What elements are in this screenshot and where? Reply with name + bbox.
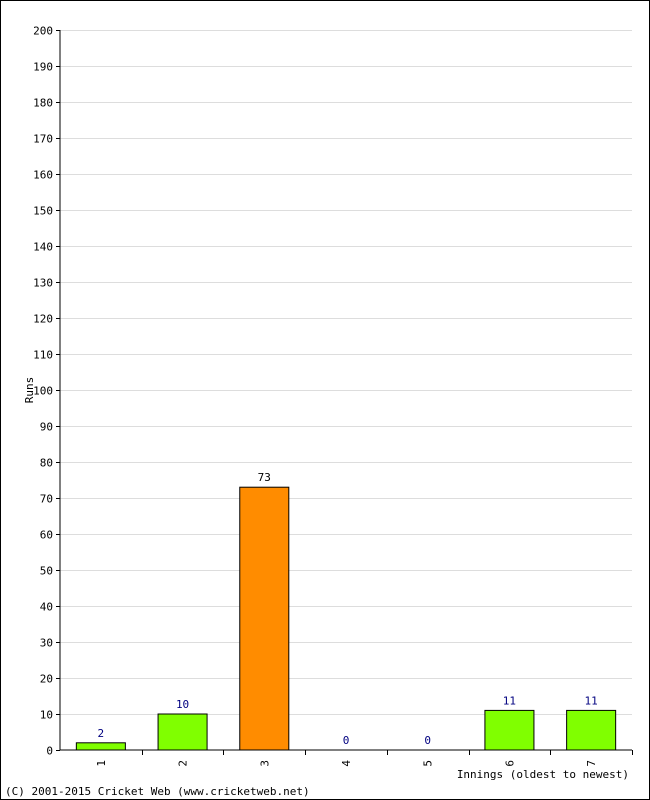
x-tick-label: 3 — [258, 760, 271, 767]
x-tick-label: 4 — [340, 760, 353, 767]
y-tick-label: 90 — [40, 421, 53, 434]
y-tick-label: 140 — [33, 241, 53, 254]
gridlines — [60, 30, 632, 715]
data-label: 10 — [176, 698, 189, 711]
y-tick-label: 0 — [46, 745, 53, 758]
y-tick-label: 180 — [33, 97, 53, 110]
x-tick-label: 5 — [422, 760, 435, 767]
x-tick-label: 7 — [585, 760, 598, 767]
bar-innings-7 — [566, 709, 617, 751]
y-tick-label: 120 — [33, 313, 53, 326]
y-tick-label: 60 — [40, 529, 53, 542]
data-labels: 2 10 73 0 0 11 11 — [98, 471, 598, 747]
x-tick-label: 2 — [177, 760, 190, 767]
data-label: 2 — [98, 727, 105, 740]
x-tick-labels: 1 2 3 4 5 6 7 — [95, 750, 633, 767]
bars — [75, 486, 617, 751]
data-label: 0 — [424, 734, 431, 747]
data-label: 11 — [585, 694, 598, 707]
x-tick-label: 1 — [95, 760, 108, 767]
copyright-footer: (C) 2001-2015 Cricket Web (www.cricketwe… — [5, 785, 310, 798]
bar-innings-1 — [75, 742, 126, 751]
y-tick-label: 50 — [40, 565, 53, 578]
y-tick-label: 70 — [40, 493, 53, 506]
bar-innings-2 — [157, 713, 208, 751]
x-tick-label: 6 — [503, 760, 516, 767]
y-tick-label: 20 — [40, 673, 53, 686]
y-tick-label: 40 — [40, 601, 53, 614]
y-tick-label: 100 — [33, 385, 53, 398]
y-tick-label: 200 — [33, 25, 53, 38]
data-label: 11 — [503, 694, 516, 707]
y-tick-labels: 0 10 20 30 40 50 60 70 80 90 100 110 120 130 140 150 160… — [33, 25, 60, 758]
x-axis-label: Innings (oldest to newest) — [457, 768, 629, 781]
y-tick-label: 80 — [40, 457, 53, 470]
y-tick-label: 150 — [33, 205, 53, 218]
data-label: 0 — [343, 734, 350, 747]
bar-innings-6 — [484, 709, 535, 751]
y-tick-label: 190 — [33, 61, 53, 74]
bar-innings-3 — [239, 486, 290, 751]
y-tick-label: 30 — [40, 637, 53, 650]
y-tick-label: 170 — [33, 133, 53, 146]
y-tick-label: 110 — [33, 349, 53, 362]
data-label: 73 — [258, 471, 271, 484]
y-tick-label: 130 — [33, 277, 53, 290]
y-tick-label: 160 — [33, 169, 53, 182]
y-tick-label: 10 — [40, 709, 53, 722]
y-axis-label: Runs — [23, 377, 36, 404]
